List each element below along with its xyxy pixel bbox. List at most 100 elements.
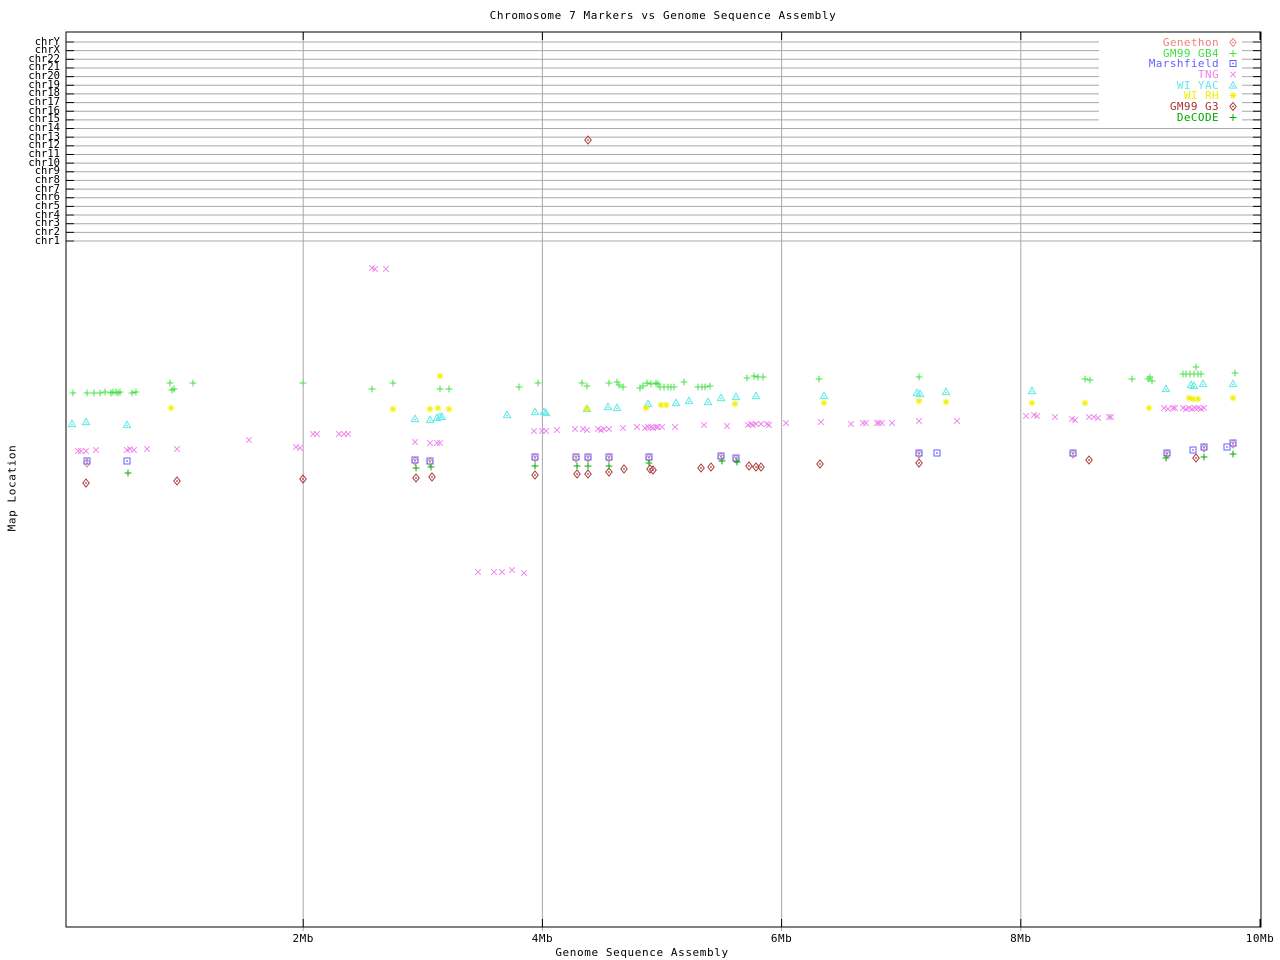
data-point <box>411 438 419 446</box>
data-point <box>1128 375 1136 383</box>
data-point <box>515 383 523 391</box>
data-point-dot <box>1031 390 1033 393</box>
legend-marker-plus-icon <box>1229 113 1237 121</box>
legend-label: Marshfield <box>1148 57 1219 71</box>
data-point-dot <box>919 393 921 396</box>
data-point-dot <box>86 460 88 462</box>
data-point <box>572 453 580 463</box>
data-point <box>662 401 670 409</box>
data-point <box>639 382 647 390</box>
data-point-dot <box>647 403 649 406</box>
data-point <box>1229 450 1237 458</box>
x-tick-label: 2Mb <box>292 932 314 945</box>
data-point-dot <box>720 455 722 457</box>
data-point <box>605 379 613 387</box>
legend-item-wi-rh: WI RH <box>1099 89 1242 103</box>
data-point <box>389 405 397 413</box>
data-point-dot <box>576 473 578 475</box>
data-point-dot <box>648 456 650 458</box>
data-point <box>605 425 613 433</box>
data-point-dot <box>302 478 304 480</box>
data-point <box>1085 455 1093 465</box>
data-point <box>782 419 790 427</box>
data-point <box>412 473 420 483</box>
data-point <box>1161 384 1171 393</box>
data-point <box>426 457 434 465</box>
data-point <box>684 396 694 405</box>
data-point <box>757 462 765 472</box>
data-point-dot <box>1232 62 1234 65</box>
data-point <box>296 444 304 452</box>
data-point <box>1086 376 1094 384</box>
data-point <box>763 420 771 428</box>
data-point-dot <box>1232 105 1234 108</box>
data-point <box>583 405 591 413</box>
data-point <box>1090 413 1098 421</box>
legend-label: WI YAC <box>1176 78 1219 92</box>
legend-item-tng: TNG <box>1099 68 1242 81</box>
data-point <box>1200 443 1208 453</box>
data-point <box>750 372 758 380</box>
x-tick-label: 4Mb <box>531 932 554 945</box>
data-point <box>508 566 516 574</box>
data-point <box>1189 381 1199 390</box>
data-point-dot <box>414 418 416 421</box>
data-point <box>647 380 655 388</box>
data-point <box>732 454 740 464</box>
data-point <box>170 385 178 393</box>
data-point <box>1160 404 1168 412</box>
data-point <box>859 419 867 427</box>
legend-item-gm99-gb4: GM99 GB4 <box>1099 47 1242 60</box>
data-point <box>445 405 453 413</box>
data-point <box>96 389 104 397</box>
data-point <box>731 392 741 401</box>
x-axis-title: Genome Sequence Assembly <box>555 946 729 959</box>
data-point <box>1229 439 1237 447</box>
data-point <box>1185 394 1193 402</box>
data-point <box>571 425 579 433</box>
legend-marker-square-icon <box>1229 60 1237 68</box>
data-point-dot <box>587 473 589 475</box>
data-point <box>1228 379 1238 388</box>
data-point <box>759 373 767 381</box>
data-point <box>167 404 175 412</box>
data-point <box>765 421 773 429</box>
data-point-dot <box>415 477 417 479</box>
data-point <box>572 453 580 461</box>
data-point <box>502 410 512 419</box>
data-point-dot <box>1072 452 1074 454</box>
data-point <box>671 423 679 431</box>
y-tick-label: chr20 <box>28 70 60 83</box>
data-point <box>816 459 824 469</box>
data-point <box>542 427 550 435</box>
data-point <box>915 458 923 468</box>
data-point-dot <box>1203 446 1205 448</box>
legend-item-gm99-g3: GM99 G3 <box>1099 100 1242 113</box>
data-point <box>122 420 132 429</box>
legend-marker-plus-icon <box>1229 49 1237 57</box>
data-point <box>670 383 678 391</box>
data-point <box>1229 113 1237 121</box>
data-point <box>92 446 100 454</box>
legend-label: DeCODE <box>1176 110 1219 124</box>
y-tick-label: chr22 <box>28 52 60 65</box>
data-point-dot <box>945 391 947 394</box>
data-point <box>1033 412 1041 420</box>
data-point <box>751 391 761 400</box>
y-tick-label: chr21 <box>28 61 60 74</box>
data-point <box>534 379 542 387</box>
legend-item-genethon: Genethon <box>1099 36 1242 49</box>
series-marshfield <box>83 439 1237 465</box>
data-point <box>915 373 923 381</box>
y-tick-label: chr14 <box>28 122 60 135</box>
data-point-dot <box>1232 383 1234 386</box>
legend-marker-asterisk-icon <box>1229 92 1237 100</box>
data-point-dot <box>707 401 709 404</box>
data-point-dot <box>126 460 128 462</box>
data-point <box>671 398 681 407</box>
legend-item-decode: DeCODE <box>1099 110 1242 124</box>
data-point <box>531 470 539 480</box>
data-point <box>605 462 613 470</box>
legend-label: WI RH <box>1183 89 1219 103</box>
y-tick-label: chrY <box>34 35 60 48</box>
